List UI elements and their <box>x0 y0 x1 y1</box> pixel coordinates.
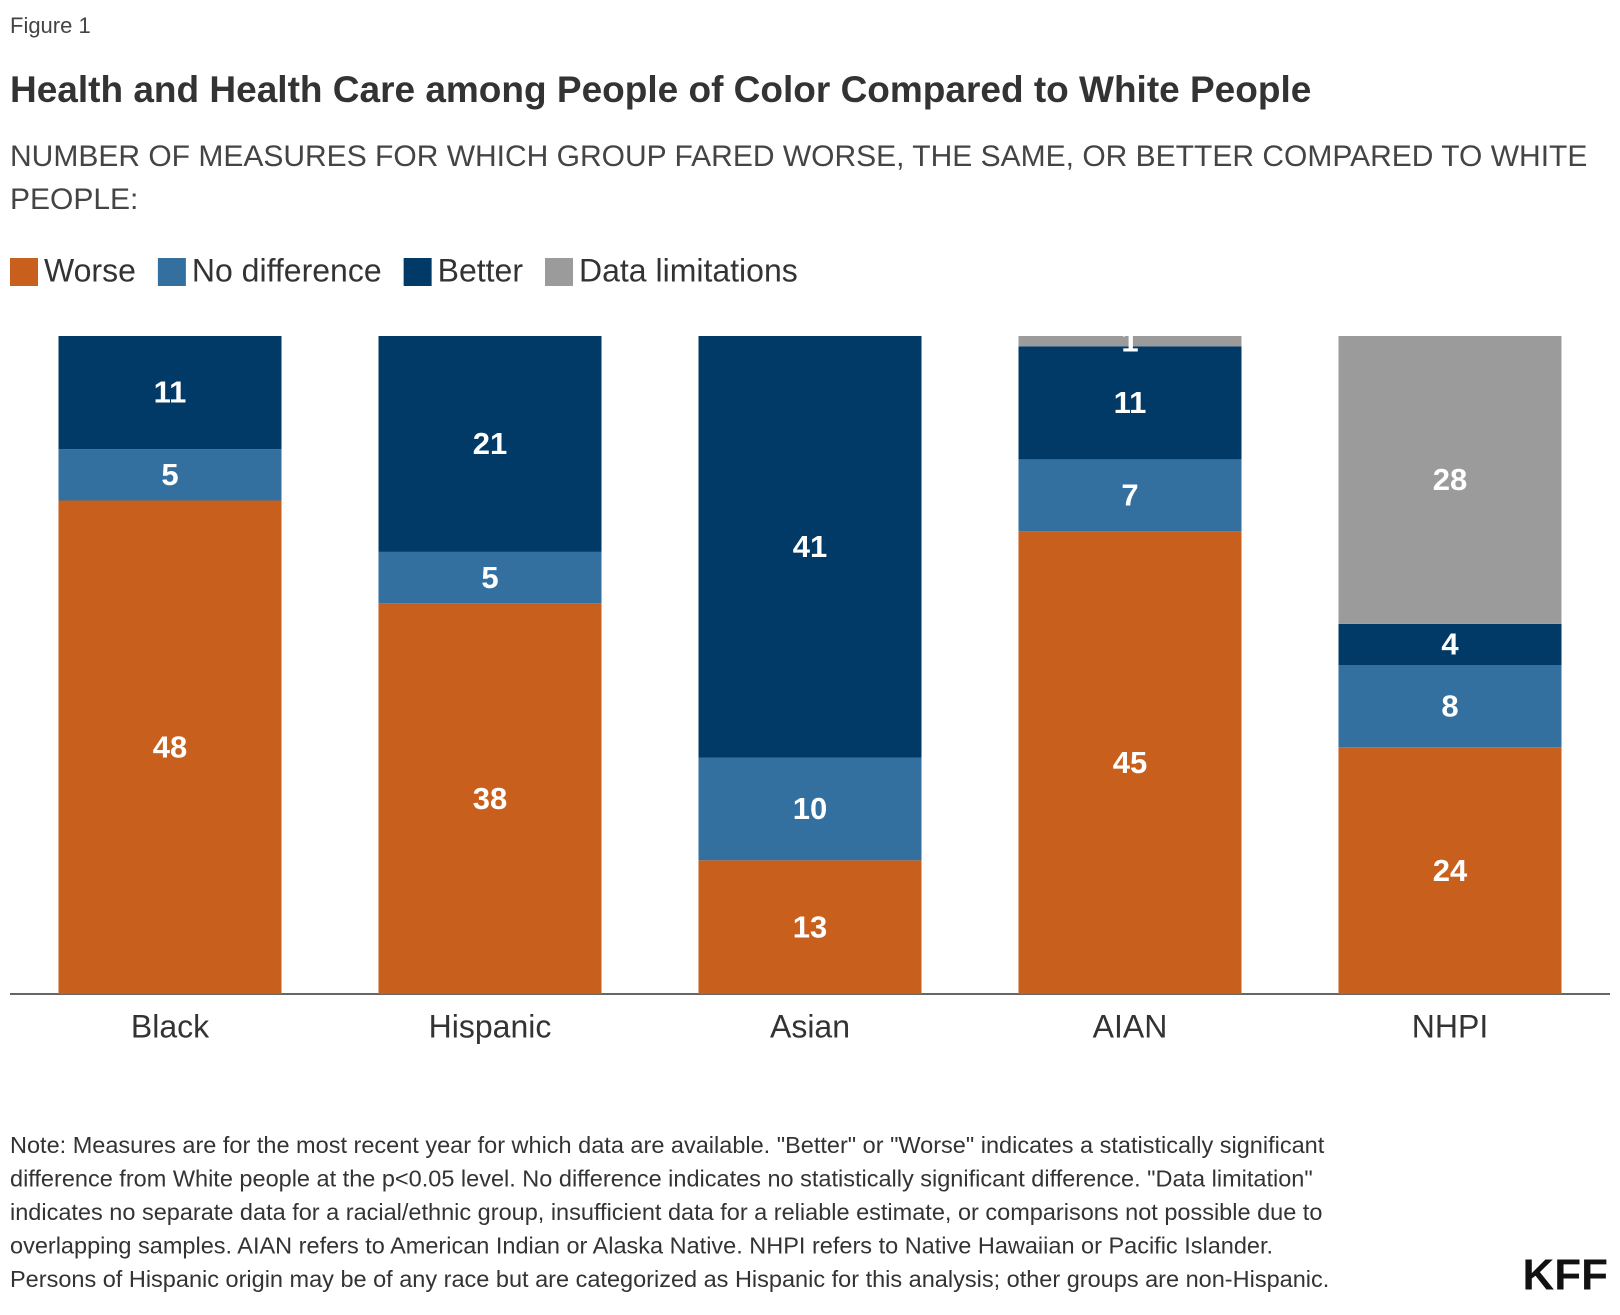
x-tick-label: Hispanic <box>429 1008 552 1044</box>
data-label: 48 <box>153 729 187 764</box>
data-label: 7 <box>1121 478 1138 513</box>
bar-segment <box>58 500 282 994</box>
data-label: 4 <box>1441 627 1459 662</box>
legend-label: Better <box>438 252 524 288</box>
bar-segment <box>1018 336 1242 347</box>
bar-segment <box>1338 747 1562 994</box>
legend-swatch <box>403 258 432 286</box>
data-label: 21 <box>473 426 507 461</box>
bar-segment <box>378 336 602 552</box>
x-tick-label: NHPI <box>1412 1008 1488 1044</box>
bar-segment <box>1338 665 1562 748</box>
legend-swatch <box>545 258 573 286</box>
data-label: 11 <box>1114 385 1147 420</box>
data-label: 11 <box>154 375 187 410</box>
data-label: 38 <box>473 781 507 816</box>
data-label: 5 <box>481 560 498 595</box>
legend-swatch <box>10 258 38 286</box>
bar-segment <box>698 757 922 861</box>
data-label: 28 <box>1433 462 1467 497</box>
note-line: Persons of Hispanic origin may be of any… <box>10 1266 1329 1292</box>
data-label: 24 <box>1433 853 1468 888</box>
chart-title: Health and Health Care among People of C… <box>10 69 1311 110</box>
bar-segment <box>1018 531 1242 994</box>
subtitle-line: PEOPLE: <box>10 183 138 216</box>
figure-label: Figure 1 <box>10 13 91 38</box>
bar-segment <box>1018 346 1242 460</box>
note-line: indicates no separate data for a racial/… <box>10 1199 1322 1225</box>
legend-label: Data limitations <box>579 252 798 288</box>
bar-segment <box>698 860 922 994</box>
note-line: difference from White people at the p<0.… <box>10 1166 1313 1192</box>
bar-segment <box>58 449 282 501</box>
data-label: 1 <box>1121 323 1138 358</box>
bar-segment <box>378 551 602 604</box>
bar-segment <box>1338 623 1562 665</box>
legend-swatch <box>157 258 186 286</box>
note-line: Note: Measures are for the most recent y… <box>10 1132 1325 1158</box>
legend-label: No difference <box>192 252 382 288</box>
data-label: 13 <box>793 909 827 944</box>
data-label: 45 <box>1113 745 1147 780</box>
chart-subtitle: NUMBER OF MEASURES FOR WHICH GROUP FARED… <box>10 140 1587 216</box>
logo: KFF <box>1522 1251 1608 1300</box>
x-tick-label: AIAN <box>1093 1008 1168 1044</box>
data-label: 8 <box>1441 688 1458 723</box>
x-tick-label: Asian <box>770 1008 850 1044</box>
data-label: 10 <box>793 791 827 826</box>
x-tick-label: Black <box>131 1008 210 1044</box>
bar-segment <box>1018 459 1242 532</box>
bar-segment <box>1338 336 1562 624</box>
legend-label: Worse <box>44 252 136 288</box>
data-label: 5 <box>161 457 178 492</box>
note-line: overlapping samples. AIAN refers to Amer… <box>10 1233 1273 1259</box>
subtitle-line: NUMBER OF MEASURES FOR WHICH GROUP FARED… <box>10 140 1587 173</box>
bar-segment <box>378 603 602 994</box>
data-label: 41 <box>793 529 827 564</box>
bar-segment <box>58 336 282 450</box>
bar-segment <box>698 336 922 758</box>
